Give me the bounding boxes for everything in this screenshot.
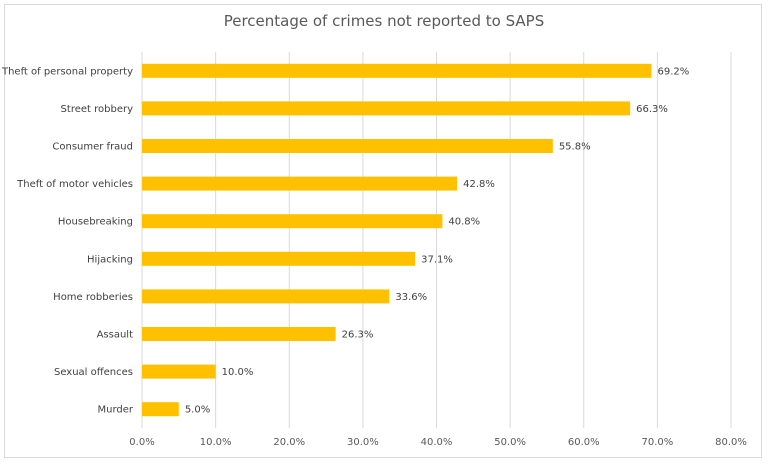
category-label: Assault xyxy=(97,330,134,341)
x-tick-label: 70.0% xyxy=(641,437,673,448)
data-label: 10.0% xyxy=(222,367,254,378)
category-label: Street robbery xyxy=(61,104,134,115)
chart-title: Percentage of crimes not reported to SAP… xyxy=(223,12,545,30)
category-label: Hijacking xyxy=(87,254,133,265)
data-label: 42.8% xyxy=(463,179,495,190)
bar xyxy=(142,101,631,116)
data-label: 33.6% xyxy=(395,292,427,303)
data-label: 55.8% xyxy=(559,142,591,153)
data-label: 40.8% xyxy=(448,217,480,228)
chart-frame xyxy=(4,4,762,458)
bar xyxy=(142,176,458,191)
category-label: Theft of personal property xyxy=(1,66,133,77)
category-label: Consumer fraud xyxy=(52,142,133,153)
x-tick-label: 30.0% xyxy=(347,437,379,448)
x-tick-label: 60.0% xyxy=(568,437,600,448)
x-tick-label: 80.0% xyxy=(715,437,747,448)
data-label: 69.2% xyxy=(657,66,689,77)
category-label: Sexual offences xyxy=(54,367,133,378)
x-tick-label: 10.0% xyxy=(200,437,232,448)
x-tick-label: 40.0% xyxy=(421,437,453,448)
category-label: Housebreaking xyxy=(58,217,133,228)
bar xyxy=(142,139,553,153)
data-label: 37.1% xyxy=(421,254,453,265)
x-tick-label: 0.0% xyxy=(129,437,154,448)
category-label: Home robberies xyxy=(53,292,133,303)
bar xyxy=(142,63,652,78)
bar xyxy=(142,364,216,379)
bar xyxy=(142,251,416,266)
bar xyxy=(142,327,336,341)
bar xyxy=(142,402,179,417)
bar xyxy=(142,289,390,304)
category-label: Murder xyxy=(97,405,133,416)
data-label: 66.3% xyxy=(636,104,668,115)
x-tick-label: 50.0% xyxy=(494,437,526,448)
data-label: 26.3% xyxy=(342,330,374,341)
x-tick-label: 20.0% xyxy=(273,437,305,448)
bar xyxy=(142,214,443,229)
category-label: Theft of motor vehicles xyxy=(16,179,133,190)
data-label: 5.0% xyxy=(185,405,210,416)
